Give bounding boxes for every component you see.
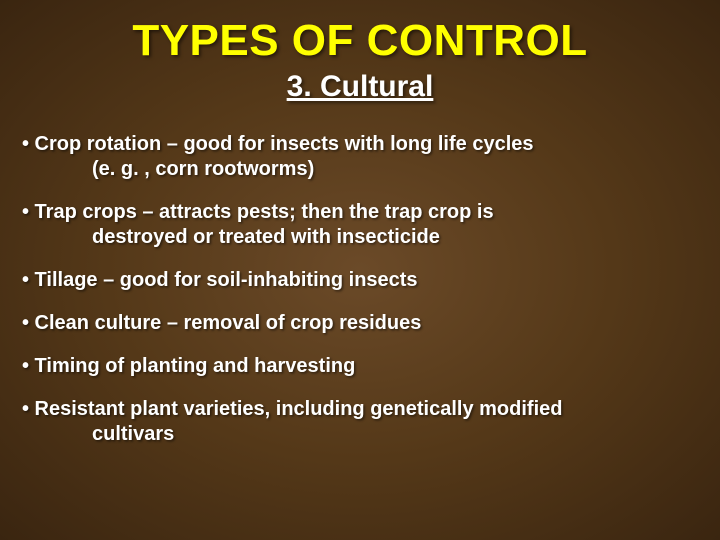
slide-title: TYPES OF CONTROL <box>0 0 720 66</box>
bullet-text: • Clean culture – removal of crop residu… <box>22 312 421 334</box>
bullet-text: • Resistant plant varieties, including g… <box>22 398 562 420</box>
bullet-item: • Tillage – good for soil-inhabiting ins… <box>22 268 698 293</box>
bullet-text: • Timing of planting and harvesting <box>22 355 355 377</box>
bullet-item: • Resistant plant varieties, including g… <box>22 397 698 447</box>
bullet-item: • Trap crops – attracts pests; then the … <box>22 200 698 250</box>
bullet-item: • Clean culture – removal of crop residu… <box>22 311 698 336</box>
bullet-item: • Crop rotation – good for insects with … <box>22 132 698 182</box>
slide-content: • Crop rotation – good for insects with … <box>0 104 720 447</box>
bullet-item: • Timing of planting and harvesting <box>22 354 698 379</box>
bullet-text: • Tillage – good for soil-inhabiting ins… <box>22 269 418 291</box>
bullet-indent: (e. g. , corn rootworms) <box>22 157 698 182</box>
bullet-text: • Crop rotation – good for insects with … <box>22 133 534 155</box>
bullet-indent: destroyed or treated with insecticide <box>22 225 698 250</box>
bullet-indent: cultivars <box>22 422 698 447</box>
slide-subtitle: 3. Cultural <box>0 70 720 104</box>
bullet-text: • Trap crops – attracts pests; then the … <box>22 201 494 223</box>
